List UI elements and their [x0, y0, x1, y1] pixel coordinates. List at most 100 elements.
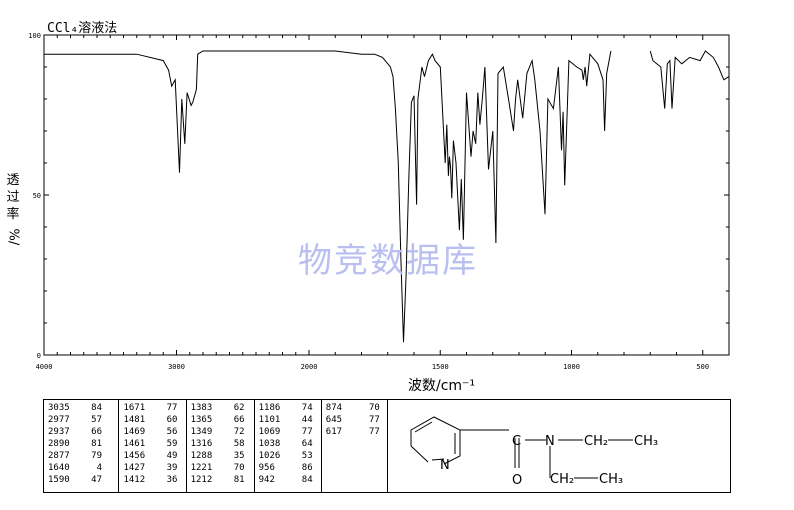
peak-row: 2977 57: [48, 414, 114, 426]
peak-row: 1288 35: [191, 450, 250, 462]
amide-nitrogen: N: [545, 434, 555, 449]
peak-wavenumber: 1671: [123, 403, 146, 413]
peak-row: 617 77: [326, 426, 383, 438]
peak-row: 1640 4: [48, 462, 114, 474]
pyridine-ring: [410, 416, 461, 465]
spectrum-curve: [44, 50, 730, 343]
peak-wavenumber: 1316: [190, 439, 213, 449]
ring-double-bond: [414, 421, 433, 433]
peak-transmittance: 49: [166, 451, 178, 461]
peak-transmittance: 74: [301, 403, 313, 413]
peak-wavenumber: 1461: [123, 439, 146, 449]
peak-column: 874 70 645 77 617 77: [322, 400, 388, 492]
peak-transmittance: 39: [166, 463, 178, 473]
peak-wavenumber: 1186: [258, 403, 281, 413]
peak-row: 1221 70: [191, 462, 250, 474]
peak-wavenumber: 1481: [123, 415, 146, 425]
peak-transmittance: 4: [96, 463, 102, 473]
peak-row: 874 70: [326, 402, 383, 414]
peak-wavenumber: 1590: [48, 475, 70, 485]
peak-wavenumber: 1212: [190, 475, 213, 485]
y-tick-label: 100: [28, 32, 41, 40]
peak-transmittance: 77: [166, 403, 178, 413]
peak-wavenumber: 2937: [48, 427, 70, 437]
axis-tick-labels: 4000 3000 2000 1500 1000 500 0 50 100: [28, 32, 709, 371]
peak-row: 1671 77: [123, 402, 181, 414]
x-tick-label: 1000: [563, 363, 580, 371]
peak-transmittance: 59: [166, 439, 178, 449]
peak-row: 1186 74: [259, 402, 317, 414]
molecule-structure: N C O N CH₂ CH₃ CH₂ CH₃: [387, 399, 731, 493]
peak-row: 1349 72: [191, 426, 250, 438]
peak-row: 1026 53: [259, 450, 317, 462]
peak-row: 2937 66: [48, 426, 114, 438]
peak-table: 3035 84 2977 57 2937 66 2890 81 2877 79 1640 4 1590 4…: [43, 399, 388, 493]
peak-transmittance: 72: [233, 427, 245, 437]
peak-row: 1383 62: [191, 402, 250, 414]
peak-row: 1461 59: [123, 438, 181, 450]
peak-transmittance: 77: [368, 415, 380, 425]
peak-row: 3035 84: [48, 402, 114, 414]
carbonyl-oxygen: O: [512, 473, 522, 488]
peak-transmittance: 62: [233, 403, 245, 413]
y-axis-unit: %/: [5, 228, 21, 246]
peak-wavenumber: 1469: [123, 427, 146, 437]
peak-column: 1383 62 1365 66 1349 72 1316 58 1288 35 1221 70 1212…: [187, 400, 255, 492]
peak-wavenumber: 645: [325, 415, 343, 425]
peak-transmittance: 81: [233, 475, 245, 485]
peak-transmittance: 44: [301, 415, 313, 425]
peak-row: 1365 66: [191, 414, 250, 426]
peak-row: 1469 56: [123, 426, 181, 438]
ethyl-ch3-bottom: CH₃: [599, 472, 623, 487]
y-tick-label: 50: [33, 192, 41, 200]
peak-wavenumber: 1221: [190, 463, 213, 473]
peak-wavenumber: 1288: [190, 451, 213, 461]
y-axis-label: 透过率 %/: [5, 172, 21, 246]
peak-transmittance: 84: [301, 475, 313, 485]
peak-row: 1038 64: [259, 438, 317, 450]
peak-wavenumber: 1069: [258, 427, 281, 437]
peak-wavenumber: 2977: [48, 415, 70, 425]
ethyl-ch3-top: CH₃: [634, 434, 658, 449]
peak-wavenumber: 3035: [48, 403, 70, 413]
peak-transmittance: 70: [368, 403, 380, 413]
ethyl-ch2-top: CH₂: [584, 434, 608, 449]
ring-nitrogen: N: [440, 458, 450, 473]
x-tick-label: 1500: [432, 363, 449, 371]
structure-drawing: N C O N CH₂ CH₃ CH₂ CH₃: [410, 416, 658, 488]
x-axis-label: 波数/cm⁻¹: [408, 378, 476, 394]
peak-transmittance: 35: [233, 451, 245, 461]
peak-row: 1212 81: [191, 474, 250, 486]
peak-transmittance: 79: [91, 451, 102, 461]
peak-transmittance: 77: [368, 427, 380, 437]
peak-row: 1316 58: [191, 438, 250, 450]
peak-wavenumber: 2890: [48, 439, 70, 449]
carbonyl-carbon: C: [512, 434, 521, 449]
peak-wavenumber: 1383: [190, 403, 213, 413]
peak-wavenumber: 617: [325, 427, 343, 437]
peak-row: 2877 79: [48, 450, 114, 462]
peak-transmittance: 66: [233, 415, 245, 425]
peak-transmittance: 77: [301, 427, 313, 437]
peak-transmittance: 53: [301, 451, 313, 461]
peak-row: 956 86: [259, 462, 317, 474]
peak-wavenumber: 874: [325, 403, 343, 413]
peak-transmittance: 81: [91, 439, 102, 449]
ir-spectrum-chart: 4000 3000 2000 1500 1000 500 0 50 100: [28, 32, 730, 371]
peak-row: 1412 36: [123, 474, 181, 486]
x-tick-label: 500: [696, 363, 709, 371]
peak-wavenumber: 956: [258, 463, 275, 473]
peak-row: 1069 77: [259, 426, 317, 438]
y-tick-label: 0: [37, 352, 41, 360]
x-tick-label: 4000: [36, 363, 53, 371]
ring-bond: [410, 445, 429, 463]
peak-transmittance: 64: [301, 439, 313, 449]
axis-ticks: [43, 34, 730, 356]
peak-transmittance: 60: [166, 415, 178, 425]
peak-transmittance: 66: [91, 427, 102, 437]
peak-row: 1481 60: [123, 414, 181, 426]
watermark: 物竞数据库: [298, 241, 478, 281]
peak-wavenumber: 1412: [123, 475, 146, 485]
peak-wavenumber: 1026: [258, 451, 281, 461]
peak-transmittance: 36: [166, 475, 178, 485]
